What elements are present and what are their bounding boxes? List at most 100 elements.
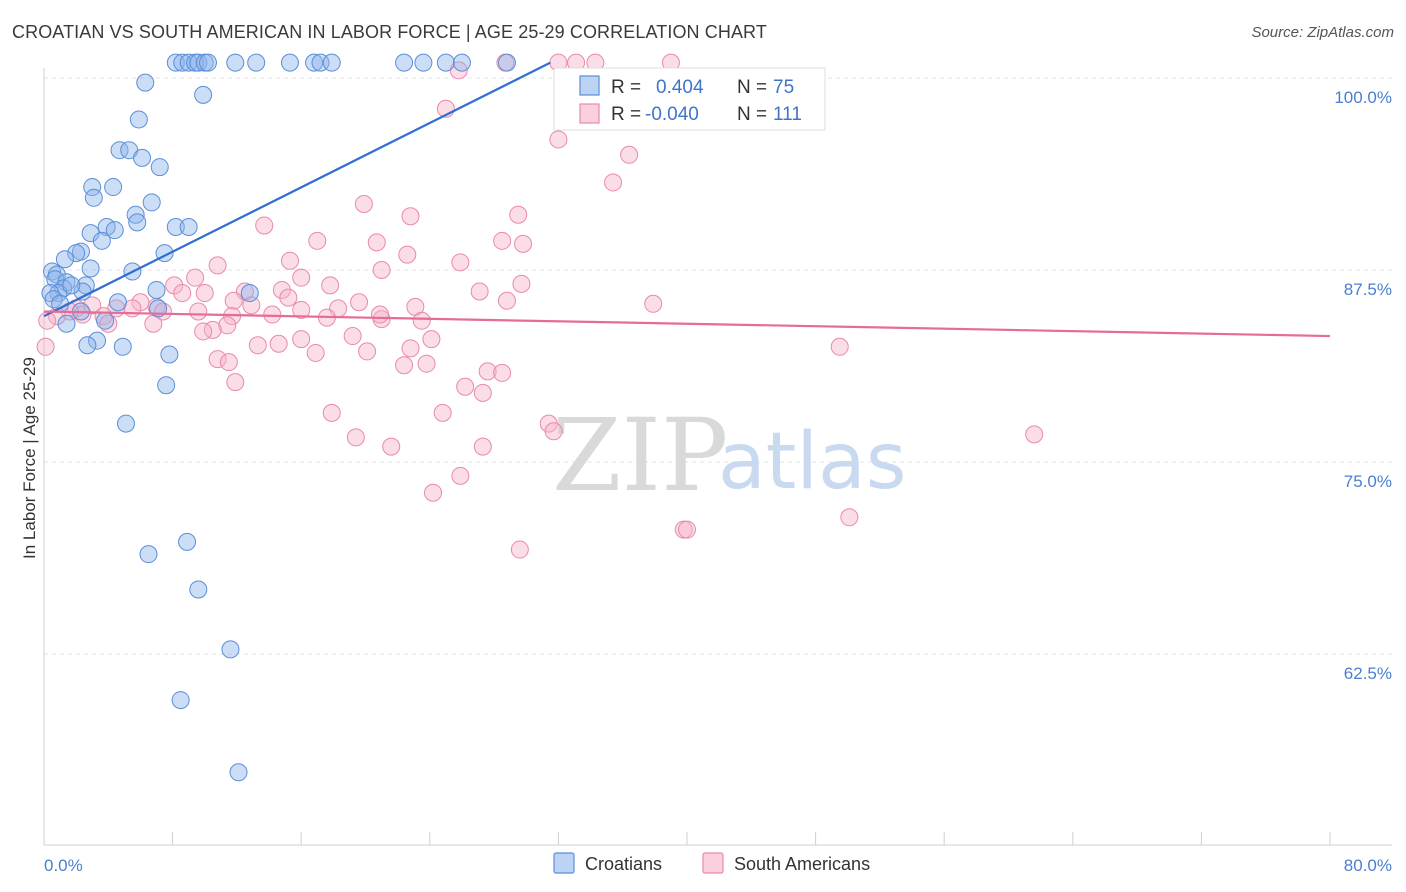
stats-swatch-south-americans <box>579 103 600 124</box>
croatians-point <box>62 276 81 295</box>
croatians-point <box>105 221 124 240</box>
stats-r-value-1: 0.404 <box>656 77 704 98</box>
south-americans-point <box>279 288 298 307</box>
y-tick-labels: 62.5% 75.0% 87.5% 100.0% <box>1334 88 1392 683</box>
croatians-point <box>128 213 147 232</box>
south-americans-point <box>36 337 55 356</box>
south-americans-point <box>382 437 401 456</box>
stats-r-value-2: -0.040 <box>645 104 699 125</box>
south-americans-point <box>186 268 205 287</box>
south-americans-point <box>280 251 299 270</box>
croatians-point <box>92 231 111 250</box>
croatians-point <box>129 110 148 129</box>
south-americans-point <box>451 466 470 485</box>
south-americans-point <box>473 437 492 456</box>
south-americans-point <box>424 483 443 502</box>
south-americans-point <box>203 320 222 339</box>
croatians-point <box>179 53 198 72</box>
x-tick-label-1: 80.0% <box>1344 856 1392 875</box>
croatians-point <box>126 205 145 224</box>
south-americans-point <box>509 205 528 224</box>
south-americans-point <box>497 291 516 310</box>
croatians-point <box>497 53 516 72</box>
croatians-point <box>78 336 97 355</box>
legend-label-south-americans: South Americans <box>734 854 870 874</box>
croatians-point <box>139 545 158 564</box>
stats-r-label-2: R = <box>611 104 641 125</box>
south-americans-trend-line <box>43 310 1331 338</box>
south-americans-point <box>401 207 420 226</box>
south-americans-point <box>292 268 311 287</box>
chart-title: CROATIAN VS SOUTH AMERICAN IN LABOR FORC… <box>12 22 767 42</box>
south-americans-point <box>370 305 389 324</box>
south-americans-point <box>219 353 238 372</box>
south-americans-point <box>308 231 327 250</box>
south-americans-point <box>644 294 663 313</box>
legend-swatch-south-americans <box>702 852 724 874</box>
croatians-point <box>305 53 324 72</box>
south-americans-point <box>451 253 470 272</box>
south-americans-point <box>350 293 369 312</box>
axes <box>43 68 1392 846</box>
south-americans-point <box>153 302 172 321</box>
croatians-point <box>150 158 169 177</box>
south-americans-point <box>395 356 414 375</box>
croatians-point <box>142 193 161 212</box>
south-americans-point <box>208 350 227 369</box>
croatians-point <box>57 314 76 333</box>
croatians-point <box>194 85 213 104</box>
watermark: ZIP atlas <box>552 397 907 514</box>
croatians-point <box>322 53 341 72</box>
south-americans-point <box>322 403 341 422</box>
south-americans-point <box>840 508 859 527</box>
south-americans-point <box>269 334 288 353</box>
south-americans-point <box>248 336 267 355</box>
south-americans-point <box>620 145 639 164</box>
croatians-point <box>166 217 185 236</box>
south-americans-point <box>478 362 497 381</box>
croatians-point <box>166 53 185 72</box>
south-americans-point <box>272 280 291 299</box>
south-americans-point <box>422 330 441 349</box>
croatians-point <box>51 294 70 313</box>
watermark-zip: ZIP <box>552 397 728 514</box>
stats-n-label-1: N = <box>737 77 767 98</box>
south-americans-point <box>456 377 475 396</box>
croatians-point <box>229 763 248 782</box>
croatians-point <box>280 53 299 72</box>
croatians-point <box>136 73 155 92</box>
south-americans-point <box>263 305 282 324</box>
croatians-point <box>67 244 86 263</box>
south-americans-point <box>412 311 431 330</box>
croatians-point <box>84 188 103 207</box>
croatians-point <box>226 53 245 72</box>
x-tick-labels: 0.0% 80.0% <box>44 856 1392 875</box>
croatians-point <box>88 331 107 350</box>
south-americans-point <box>372 261 391 279</box>
south-americans-point <box>493 231 512 250</box>
croatians-point <box>110 141 129 160</box>
south-americans-point <box>321 276 340 295</box>
south-americans-point <box>512 274 531 293</box>
trend-lines <box>43 61 1331 338</box>
legend-label-croatians: Croatians <box>585 854 662 874</box>
south-americans-point <box>367 233 386 252</box>
south-americans-point <box>343 327 362 346</box>
croatians-point <box>96 311 115 330</box>
south-americans-point <box>189 302 208 321</box>
y-tick-label-1: 75.0% <box>1344 472 1392 491</box>
croatians-point <box>179 217 198 236</box>
croatians-point <box>189 580 208 599</box>
south-americans-point <box>346 428 365 447</box>
south-americans-point <box>173 284 192 303</box>
south-americans-point <box>99 314 118 333</box>
croatians-point <box>113 337 132 356</box>
south-americans-point <box>549 130 568 149</box>
south-americans-point <box>226 373 245 392</box>
croatians-point <box>44 290 63 309</box>
croatians-point <box>240 284 259 303</box>
croatians-point <box>147 280 166 299</box>
south-americans-point <box>292 330 311 349</box>
south-americans-point <box>417 354 436 373</box>
south-americans-point <box>514 234 533 253</box>
